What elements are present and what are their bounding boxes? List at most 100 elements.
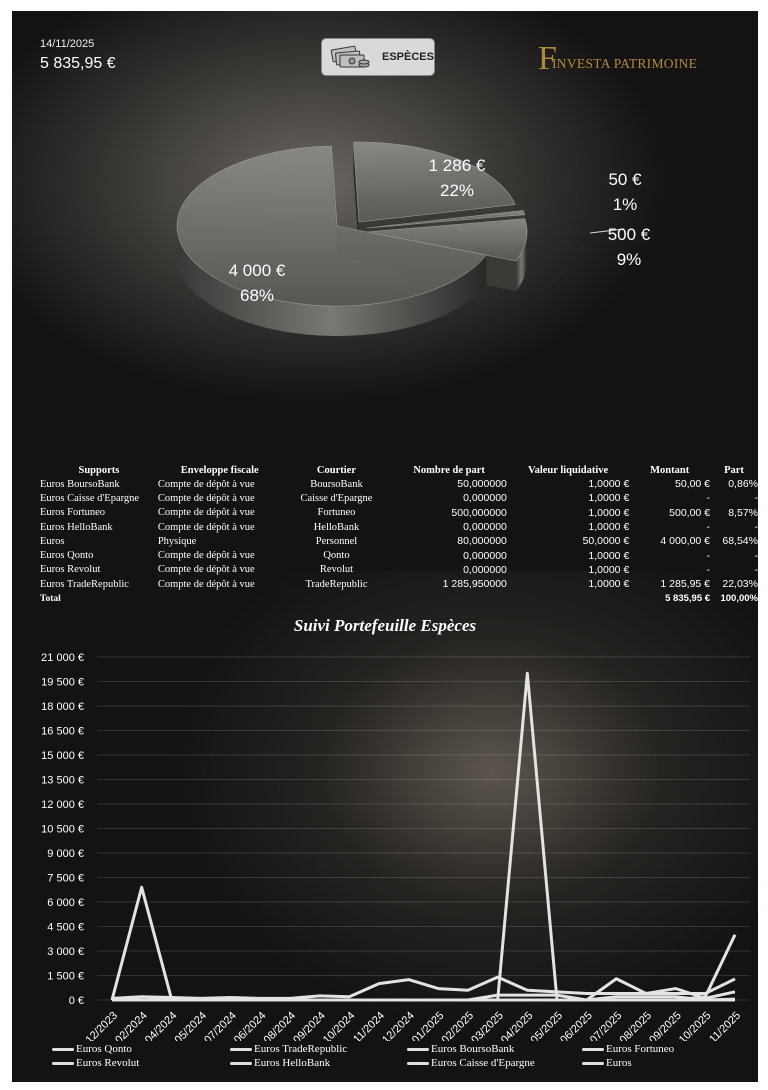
y-tick-label: 21 000 € [41,652,84,664]
col-header: Montant [650,464,690,476]
legend-label: Euros [606,1057,632,1069]
pie-amount-label: 500 € [607,225,651,244]
table-row: Euros Revolut Compte de dépôt à vue Revolu… [40,563,758,577]
table-cell: 1,0000 € [588,506,630,519]
table-cell: Personnel [315,535,358,547]
legend-swatch [52,1061,74,1065]
pie-label-fortuneo: 500 € 9% [594,222,664,272]
col-header: Enveloppe fiscale [180,464,259,476]
legend-label: Euros TradeRepublic [254,1043,348,1055]
y-tick-label: 18 000 € [41,701,84,713]
legend-item: Euros TradeRepublic [230,1043,347,1055]
pie-slice-wall [353,142,359,252]
table-cell: - [754,492,759,505]
pie-chart [176,141,625,336]
col-header: Valeur liquidative [527,464,609,476]
logo-mark: F [538,40,556,73]
col-header: Part [724,464,744,476]
legend-label: Euros Revolut [76,1057,140,1069]
y-tick-label: 4 500 € [47,922,84,934]
table-cell: Qonto [323,550,350,562]
table-cell: Compte de dépôt à vue [157,492,255,504]
y-tick-label: 19 500 € [41,677,84,689]
table-cell: Euros Caisse d'Epargne [40,492,140,504]
pie-slice [176,145,487,307]
y-tick-label: 16 500 € [41,726,84,738]
col-header: Nombre de part [413,464,485,476]
table-header: Supports Enveloppe fiscale Courtier Nomb… [40,463,758,477]
y-tick-label: 3 000 € [47,946,84,958]
table-row: Euros HelloBank Compte de dépôt à vue Hell… [40,520,758,534]
line-chart: 0 € 1 500 € 3 000 € 4 500 € 6 000 € 7 500 € 9 … [41,652,750,1041]
table-cell: 4 000,00 € [660,535,711,548]
legend-swatch [230,1061,252,1065]
table-cell: - [706,563,711,576]
y-tick-label: 9 000 € [47,848,84,860]
table-cell: - [754,521,759,534]
pie-slice [353,141,516,223]
logo-text: INVESTA PATRIMOINE [552,56,698,71]
table-cell: 0,000000 [463,563,507,576]
y-tick-label: 15 000 € [41,750,84,762]
table-cell: 1,0000 € [588,578,630,591]
table-cell: 1,0000 € [588,563,630,576]
x-tick-label: 11/2025 [707,1010,743,1041]
table-cell: 50,000000 [457,478,507,491]
table-cell: Euros TradeRepublic [40,578,129,590]
table-row: Euros Qonto Compte de dépôt à vue Qonto 0,0… [40,548,758,562]
legend-item: Euros HelloBank [230,1057,330,1069]
pie-amount-label: 4 000 € [228,261,286,280]
table-cell: 1,0000 € [588,521,630,534]
pie-slice [366,210,526,229]
table-row: Euros TradeRepublic Compte de dépôt à vue… [40,577,758,591]
table-cell: - [754,549,759,562]
table-cell: 500,000000 [451,506,507,519]
table-cell: 0,000000 [463,492,507,505]
table-total-cell: Total [40,593,61,604]
y-tick-label: 7 500 € [47,873,84,885]
table-cell: 500,00 € [669,506,711,519]
pie-slice-side [177,226,487,336]
table-row: Euros Caisse d'Epargne Compte de dépôt à … [40,491,758,505]
legend-swatch [582,1047,604,1051]
y-tick-label: 12 000 € [41,799,84,811]
pie-pct-label: 68% [239,286,275,305]
table-total-cell [391,591,507,605]
table-total-cell [158,591,282,605]
table-cell: 0,000000 [463,549,507,562]
table-cell: HelloBank [313,521,360,533]
y-tick-label: 0 € [69,995,84,1007]
table-cell: Euros Fortuneo [40,507,106,519]
pie-label-tr: 1 286 € 22% [407,153,507,203]
table-cell: 1,0000 € [588,549,630,562]
table-cell: Compte de dépôt à vue [157,564,255,576]
table-row: Euros Physique Personnel 80,000000 50,0000 €… [40,534,758,548]
table-cell: Euros BoursoBank [40,478,120,490]
table-cell: Physique [157,535,197,547]
legend-item: Euros [582,1057,632,1069]
category-button[interactable]: ESPÈCES [321,38,435,76]
table-cell: Euros HelloBank [40,521,113,533]
table-cell: BoursoBank [310,478,363,490]
table-total-row: Total 5 835,95 € 100,00% [40,591,758,605]
category-label: ESPÈCES [382,51,434,63]
y-tick-label: 13 500 € [41,775,84,787]
table-cell: Euros [40,535,65,547]
table-cell: Compte de dépôt à vue [157,550,255,562]
table-cell: - [706,492,711,505]
table-cell: 68,54% [722,535,758,548]
table-cell: Compte de dépôt à vue [157,507,255,519]
legend-label: Euros BoursoBank [431,1043,515,1055]
table-cell: Euros Qonto [40,550,94,562]
table-row: Euros BoursoBank Compte de dépôt à vue Bou… [40,477,758,491]
table-cell: 8,57% [728,506,758,519]
legend-item: Euros Fortuneo [582,1043,674,1055]
col-header: Courtier [316,464,356,476]
legend-item: Euros BoursoBank [407,1043,514,1055]
pie-pct-label: 22% [439,181,475,200]
table-total-cell [507,591,629,605]
table-cell: TradeRepublic [305,578,368,590]
table-cell: - [754,563,759,576]
table-cell: 80,000000 [457,535,507,548]
portfolio-total: 5 835,95 € [40,55,116,72]
